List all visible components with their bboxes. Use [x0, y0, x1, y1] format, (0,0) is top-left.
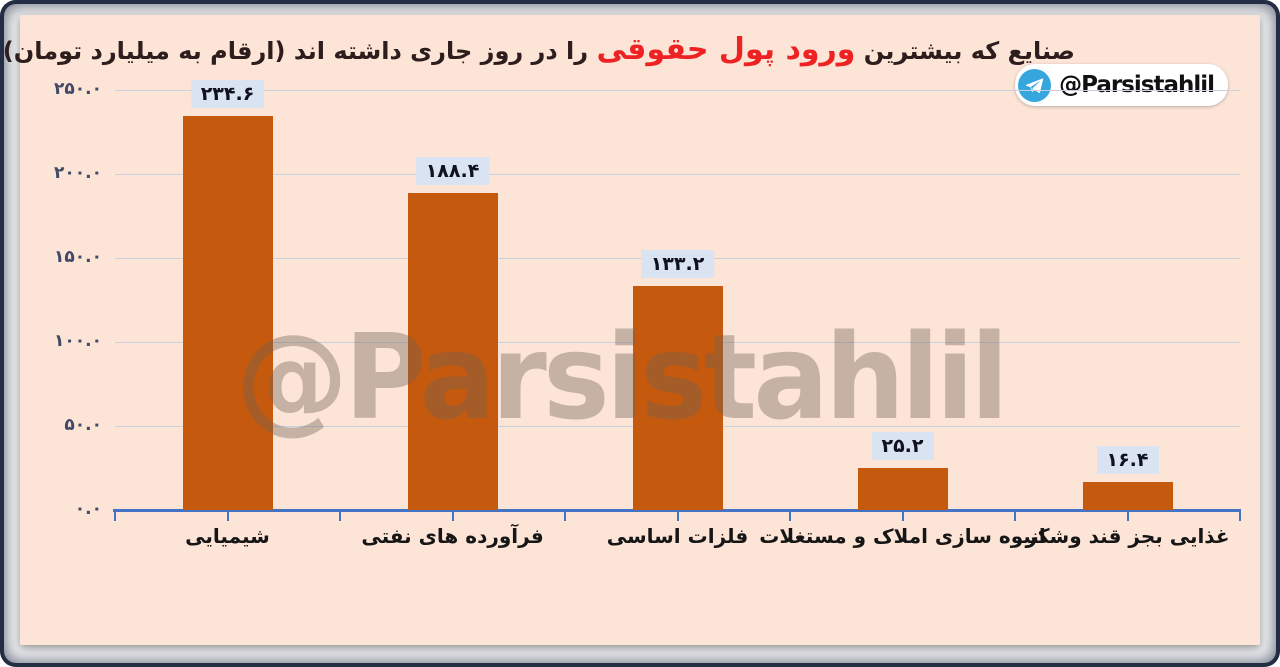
- x-axis-tick: [226, 512, 229, 521]
- bar-value-label: ۱۳۳.۲: [640, 250, 715, 279]
- telegram-badge: @Parsistahlil: [1015, 64, 1228, 106]
- title-highlight: ورود پول حقوقی: [596, 32, 856, 67]
- bar: [1082, 482, 1173, 510]
- x-axis-line: [113, 509, 1241, 512]
- title-text-after: را در روز جاری داشته اند (ارقام به میلیا…: [2, 37, 589, 65]
- bar-value-label: ۲۵.۲: [871, 431, 934, 460]
- y-axis-tick-label: ۵۰.۰: [64, 415, 102, 435]
- bar-value-label: ۲۳۴.۶: [190, 79, 265, 108]
- bar-value-label: ۱۶.۴: [1096, 446, 1159, 475]
- bar: [857, 467, 948, 510]
- y-axis-tick-label: ۱۰۰.۰: [54, 331, 102, 351]
- gridline: [115, 173, 1240, 175]
- x-axis-tick: [789, 512, 791, 521]
- x-axis-tick: [1126, 512, 1129, 521]
- x-axis-tick: [339, 512, 341, 521]
- category-label: شیمیایی: [185, 524, 270, 548]
- y-axis-tick-label: ۱۵۰.۰: [54, 247, 102, 267]
- bar: [182, 115, 273, 510]
- x-axis-tick: [451, 512, 454, 521]
- chart-title: صنایع که بیشترین ورود پول حقوقی را در رو…: [3, 28, 1075, 73]
- bar: [407, 193, 498, 510]
- category-label: فرآورده های نفتی: [361, 524, 544, 548]
- bar-value-label: ۱۸۸.۴: [415, 157, 490, 186]
- gridline: [115, 89, 1240, 91]
- y-axis-tick-label: ۲۰۰.۰: [54, 163, 102, 183]
- category-label: غذایی بجز قند وشکر: [1025, 524, 1230, 548]
- telegram-icon: [1018, 68, 1052, 102]
- title-text-before: صنایع که بیشترین: [863, 37, 1075, 65]
- telegram-handle: @Parsistahlil: [1059, 72, 1215, 98]
- x-axis-tick: [901, 512, 904, 521]
- bar: [632, 286, 723, 510]
- x-axis-tick: [676, 512, 679, 521]
- y-axis-tick-label: ۰.۰: [74, 499, 102, 519]
- category-label: انبوه سازی املاک و مستغلات: [759, 524, 1046, 548]
- x-axis-tick: [1239, 512, 1241, 521]
- x-axis-tick: [114, 512, 116, 521]
- x-axis-tick: [1014, 512, 1016, 521]
- category-label: فلزات اساسی: [606, 524, 749, 548]
- x-axis-tick: [564, 512, 566, 521]
- y-axis-tick-label: ۲۵۰.۰: [54, 79, 102, 99]
